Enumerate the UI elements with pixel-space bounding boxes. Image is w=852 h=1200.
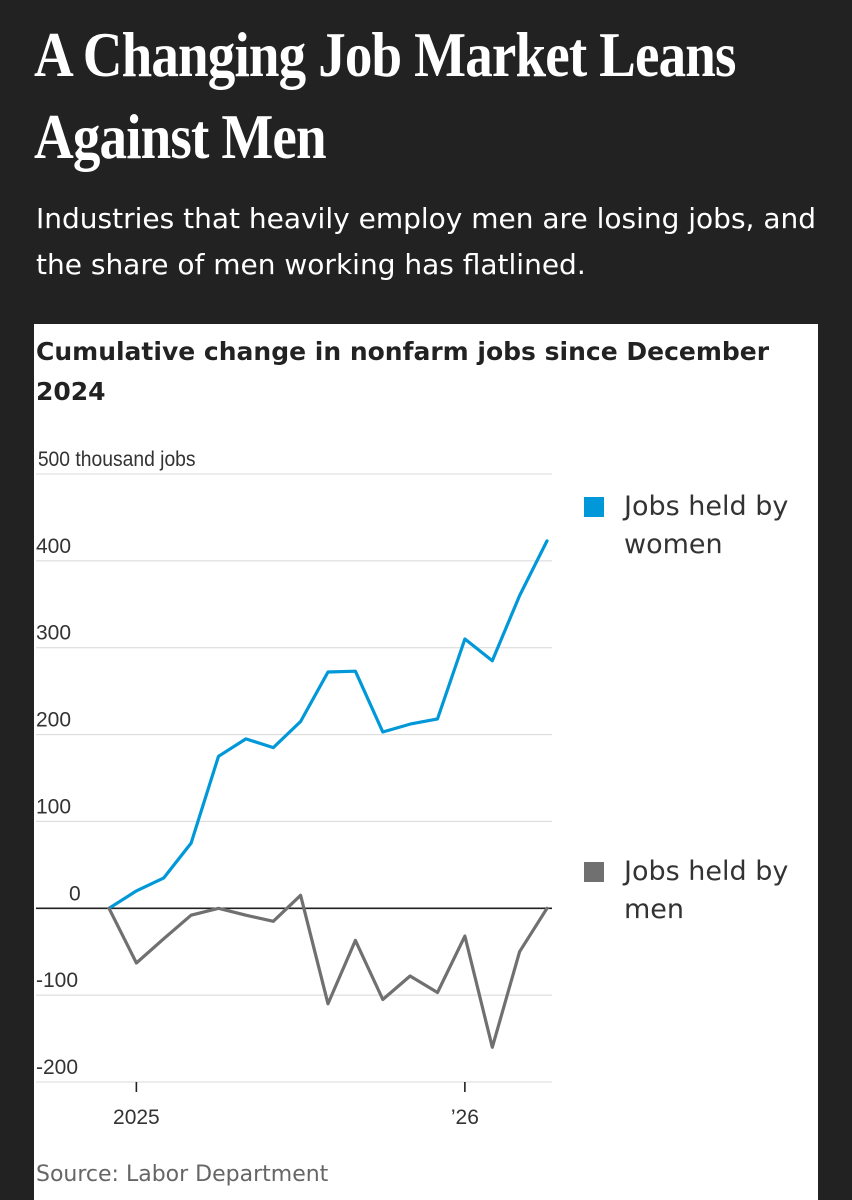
legend-label-men: Jobs held by men [624,856,789,925]
chart-title: Cumulative change in nonfarm jobs since … [36,337,770,406]
chart-panel: Cumulative change in nonfarm jobs since … [34,324,818,1200]
headline: A Changing Job Market Leans Against Men [34,19,736,172]
y-tick-label: 400 [36,535,71,558]
series-line-women [107,539,549,910]
y-tick-label: 200 [36,709,71,732]
subheadline: Industries that heavily employ men are l… [36,202,817,281]
x-tick-label: ’26 [451,1106,479,1129]
y-tick-label: -200 [36,1056,78,1079]
y-tick-label: -100 [36,969,78,992]
line-chart: 500 thousand jobs 400 300 200 100 0 -100 -200 20… [36,448,552,1129]
y-tick-label: 300 [36,622,71,645]
series-line-men [107,893,549,1049]
legend-swatch-men [584,862,604,882]
legend-item-women: Jobs held by women [584,488,814,564]
x-tick-label: 2025 [113,1106,160,1129]
source-note: Source: Labor Department [36,1162,329,1187]
legend-label-women: Jobs held by women [624,491,789,560]
y-tick-label: 500 thousand jobs [38,448,196,471]
legend-item-men: Jobs held by men [584,853,814,929]
legend-swatch-women [584,497,604,517]
y-tick-label: 100 [36,795,71,818]
y-tick-label: 0 [69,882,81,905]
